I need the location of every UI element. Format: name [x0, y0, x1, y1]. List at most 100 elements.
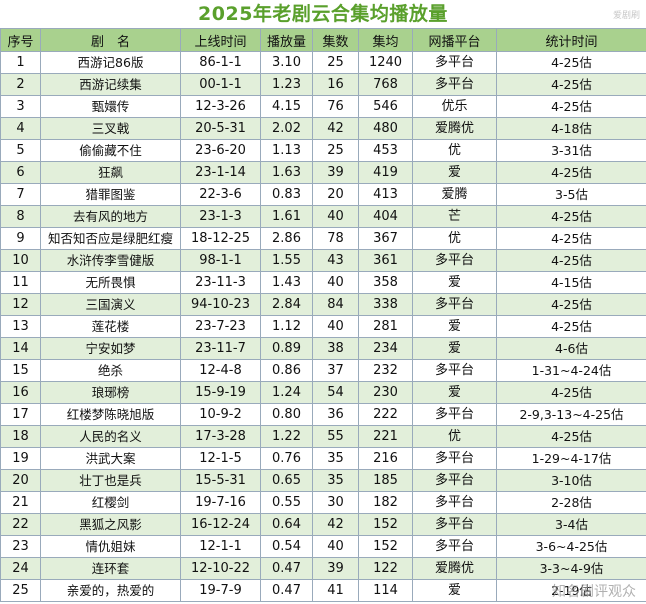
cell-title: 情仇姐妹: [40, 535, 181, 558]
cell-release-date: 12-4-8: [180, 359, 261, 382]
table-row: 15 绝杀 12-4-8 0.86 37 232 多平台 1-31~4-24估: [0, 359, 646, 382]
cell-episodes: 40: [312, 205, 359, 228]
cell-episodes: 35: [312, 469, 359, 492]
cell-per-episode: 122: [358, 557, 413, 580]
header-episodes: 集数: [312, 28, 359, 52]
cell-per-episode: 419: [358, 161, 413, 184]
cell-per-episode: 221: [358, 425, 413, 448]
cell-per-episode: 768: [358, 73, 413, 96]
cell-per-episode: 1240: [358, 51, 413, 74]
cell-index: 4: [0, 117, 41, 140]
cell-stat-date: 4-25估: [496, 205, 646, 228]
cell-per-episode: 480: [358, 117, 413, 140]
table-title: 2025年老剧云合集均播放量: [198, 3, 448, 25]
table-row: 16 琅琊榜 15-9-19 1.24 54 230 爱 4-25估: [0, 381, 646, 404]
cell-release-date: 16-12-24: [180, 513, 261, 536]
cell-per-episode: 367: [358, 227, 413, 250]
cell-stat-date: 1-29~4-17估: [496, 447, 646, 470]
cell-views: 0.80: [260, 403, 313, 426]
cell-title: 三叉戟: [40, 117, 181, 140]
cell-release-date: 20-5-31: [180, 117, 261, 140]
cell-platform: 多平台: [412, 51, 497, 74]
table-row: 4 三叉戟 20-5-31 2.02 42 480 爱腾优 4-18估: [0, 117, 646, 140]
cell-views: 1.55: [260, 249, 313, 272]
cell-index: 10: [0, 249, 41, 272]
cell-platform: 爱: [412, 271, 497, 294]
cell-stat-date: 4-25估: [496, 51, 646, 74]
cell-title: 黑狐之风影: [40, 513, 181, 536]
cell-episodes: 54: [312, 381, 359, 404]
header-stat-date: 统计时间: [496, 28, 646, 52]
cell-episodes: 55: [312, 425, 359, 448]
cell-release-date: 19-7-9: [180, 579, 261, 602]
cell-stat-date: 4-6估: [496, 337, 646, 360]
cell-stat-date: 3-10估: [496, 469, 646, 492]
cell-title: 宁安如梦: [40, 337, 181, 360]
cell-episodes: 30: [312, 491, 359, 514]
cell-index: 12: [0, 293, 41, 316]
cell-title: 偷偷藏不住: [40, 139, 181, 162]
watermark-top: 爱剧刷: [612, 11, 640, 21]
cell-index: 15: [0, 359, 41, 382]
watermark-bottom: 知名剧评观众: [552, 584, 636, 600]
cell-platform: 优乐: [412, 95, 497, 118]
cell-title: 连环套: [40, 557, 181, 580]
cell-platform: 爱腾优: [412, 117, 497, 140]
cell-title: 知否知否应是绿肥红瘦: [40, 227, 181, 250]
cell-platform: 多平台: [412, 447, 497, 470]
cell-title: 红樱剑: [40, 491, 181, 514]
cell-stat-date: 4-25估: [496, 95, 646, 118]
cell-platform: 多平台: [412, 249, 497, 272]
cell-episodes: 40: [312, 535, 359, 558]
cell-stat-date: 2-28估: [496, 491, 646, 514]
table-row: 11 无所畏惧 23-11-3 1.43 40 358 爱 4-15估: [0, 271, 646, 294]
cell-index: 23: [0, 535, 41, 558]
cell-views: 1.63: [260, 161, 313, 184]
cell-release-date: 23-6-20: [180, 139, 261, 162]
cell-index: 6: [0, 161, 41, 184]
cell-release-date: 15-5-31: [180, 469, 261, 492]
cell-index: 17: [0, 403, 41, 426]
cell-index: 13: [0, 315, 41, 338]
cell-title: 甄嬛传: [40, 95, 181, 118]
cell-release-date: 12-10-22: [180, 557, 261, 580]
cell-title: 无所畏惧: [40, 271, 181, 294]
cell-release-date: 00-1-1: [180, 73, 261, 96]
cell-views: 0.54: [260, 535, 313, 558]
cell-release-date: 94-10-23: [180, 293, 261, 316]
cell-stat-date: 3-31估: [496, 139, 646, 162]
cell-platform: 爱腾: [412, 183, 497, 206]
table-row: 20 壮丁也是兵 15-5-31 0.65 35 185 多平台 3-10估: [0, 469, 646, 492]
cell-stat-date: 3-4估: [496, 513, 646, 536]
cell-platform: 多平台: [412, 535, 497, 558]
cell-release-date: 23-11-7: [180, 337, 261, 360]
cell-views: 1.22: [260, 425, 313, 448]
cell-stat-date: 3-6~4-25估: [496, 535, 646, 558]
table-row: 8 去有风的地方 23-1-3 1.61 40 404 芒 4-25估: [0, 205, 646, 228]
cell-index: 14: [0, 337, 41, 360]
cell-index: 8: [0, 205, 41, 228]
table-row: 19 洪武大案 12-1-5 0.76 35 216 多平台 1-29~4-17估: [0, 447, 646, 470]
cell-per-episode: 114: [358, 579, 413, 602]
cell-per-episode: 281: [358, 315, 413, 338]
cell-per-episode: 453: [358, 139, 413, 162]
cell-release-date: 12-3-26: [180, 95, 261, 118]
table-row: 18 人民的名义 17-3-28 1.22 55 221 优 4-25估: [0, 425, 646, 448]
cell-release-date: 12-1-5: [180, 447, 261, 470]
cell-title: 水浒传李雪健版: [40, 249, 181, 272]
cell-platform: 多平台: [412, 469, 497, 492]
cell-per-episode: 232: [358, 359, 413, 382]
cell-platform: 爱: [412, 381, 497, 404]
table-row: 13 莲花楼 23-7-23 1.12 40 281 爱 4-25估: [0, 315, 646, 338]
cell-views: 0.65: [260, 469, 313, 492]
cell-views: 3.10: [260, 51, 313, 74]
cell-title: 人民的名义: [40, 425, 181, 448]
cell-index: 5: [0, 139, 41, 162]
cell-views: 1.13: [260, 139, 313, 162]
cell-views: 0.47: [260, 557, 313, 580]
cell-release-date: 17-3-28: [180, 425, 261, 448]
header-views: 播放量: [260, 28, 313, 52]
cell-episodes: 41: [312, 579, 359, 602]
cell-per-episode: 404: [358, 205, 413, 228]
cell-release-date: 86-1-1: [180, 51, 261, 74]
